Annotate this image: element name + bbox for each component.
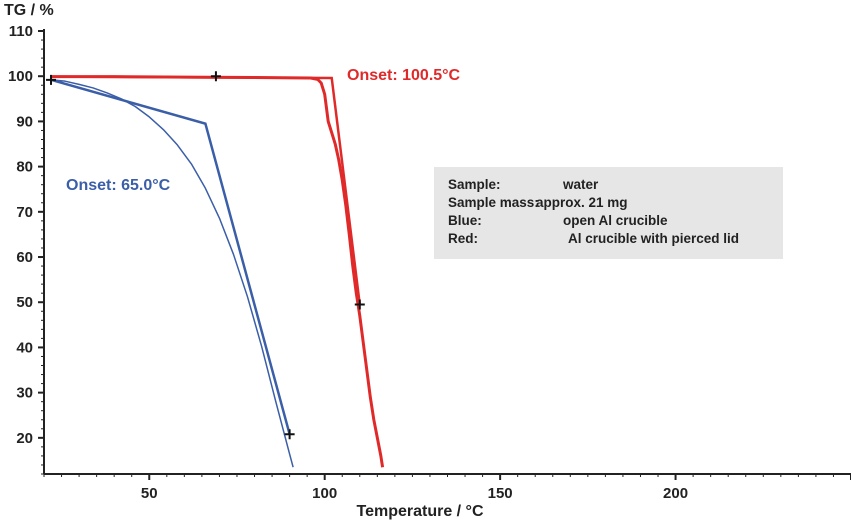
y-tick-label: 80 <box>16 159 33 176</box>
legend-key: Red: <box>448 231 478 246</box>
legend-value: water <box>563 177 599 192</box>
y-tick-label: 100 <box>8 68 33 85</box>
x-tick-label: 100 <box>312 485 337 502</box>
legend-key: Sample mass: <box>448 195 539 210</box>
cross-marker <box>354 299 365 310</box>
legend-key: Sample: <box>448 177 501 192</box>
y-tick-label: 40 <box>16 339 33 356</box>
tangent-line-blue <box>50 78 291 435</box>
legend-value: approx. 21 mg <box>536 195 628 210</box>
cross-marker <box>46 74 57 85</box>
y-tick-label: 20 <box>16 430 33 447</box>
y-tick-label: 50 <box>16 294 33 311</box>
y-tick-label: 90 <box>16 113 33 130</box>
x-tick-label: 50 <box>141 485 158 502</box>
legend-value: open Al crucible <box>563 213 668 228</box>
legend-value: Al crucible with pierced lid <box>568 231 740 246</box>
cross-marker <box>284 429 295 440</box>
x-tick-label: 150 <box>488 485 513 502</box>
y-tick-label: 110 <box>9 23 33 40</box>
legend-box: Sample: water Sample mass: approx. 21 mg… <box>434 167 783 259</box>
onset-label-blue: Onset: 65.0°C <box>66 177 171 194</box>
x-tick-label: 200 <box>663 485 688 502</box>
legend-key: Blue: <box>448 213 482 228</box>
y-tick-label: 70 <box>16 204 33 221</box>
series-line-red <box>51 75 385 468</box>
series-line-blue <box>50 79 294 468</box>
y-tick-label: 30 <box>16 385 33 402</box>
y-tick-label: 60 <box>16 249 33 266</box>
cross-marker <box>210 71 221 82</box>
x-axis-title: Temperature / °C <box>356 503 483 520</box>
y-axis-title: TG / % <box>4 2 54 19</box>
onset-label-red: Onset: 100.5°C <box>347 67 461 84</box>
